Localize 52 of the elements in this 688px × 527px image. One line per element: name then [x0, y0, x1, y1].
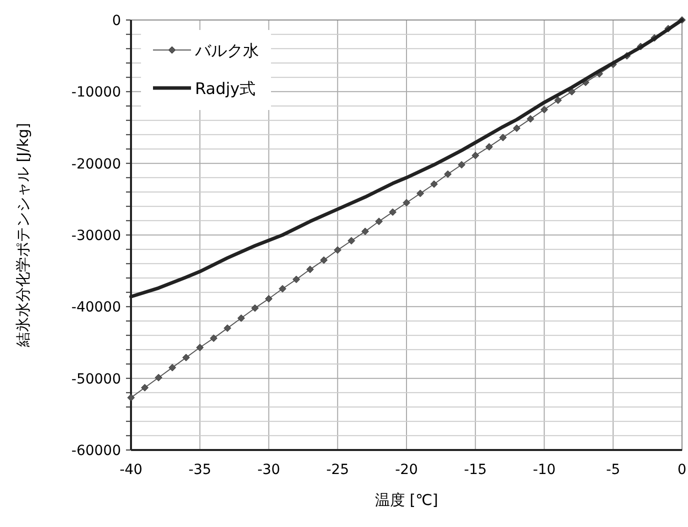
x-tick-label: -40 — [120, 462, 142, 478]
x-tick-label: -15 — [464, 462, 487, 478]
point — [265, 295, 272, 303]
point — [375, 218, 383, 226]
point — [485, 143, 493, 151]
y-tick-label: 0 — [112, 13, 121, 29]
point — [320, 256, 328, 264]
point — [361, 228, 369, 236]
y-tick-label: -30000 — [71, 228, 121, 244]
x-tick-label: -35 — [188, 462, 212, 478]
point — [141, 384, 149, 392]
x-tick-label: -25 — [326, 462, 350, 478]
point — [334, 246, 342, 254]
legend-label: Radjy式 — [195, 79, 256, 98]
legend-label: バルク水 — [194, 41, 259, 60]
y-tick-label: -50000 — [71, 371, 121, 388]
point — [499, 134, 507, 142]
point — [540, 106, 548, 114]
point — [472, 152, 480, 160]
point — [416, 190, 424, 198]
point — [388, 208, 396, 216]
point — [210, 334, 218, 342]
point — [182, 354, 190, 362]
point — [444, 170, 452, 178]
y-tick-label: -10000 — [71, 84, 121, 101]
point — [526, 115, 534, 123]
point — [127, 394, 135, 402]
y-tick-label: -40000 — [71, 300, 121, 316]
y-tick-label: -60000 — [71, 443, 121, 459]
point — [458, 161, 466, 169]
point — [196, 344, 204, 352]
y-tick-label: -20000 — [71, 156, 121, 172]
x-tick-label: -5 — [606, 462, 620, 478]
x-tick-label: 0 — [678, 462, 686, 478]
x-axis-title: 温度 [℃] — [374, 491, 438, 509]
y-axis-title: 結氷水分化学ポテンシャル [J/kg] — [14, 122, 32, 348]
point — [512, 124, 520, 132]
x-tick-label: -20 — [395, 462, 418, 478]
point — [292, 276, 300, 284]
point — [430, 180, 438, 188]
point — [554, 96, 562, 104]
point — [278, 285, 286, 292]
x-tick-label: -10 — [532, 462, 556, 478]
point — [251, 304, 259, 312]
point — [154, 374, 162, 382]
point — [168, 364, 176, 372]
point — [402, 199, 410, 206]
point — [306, 266, 314, 274]
point — [237, 314, 245, 322]
point — [348, 236, 356, 244]
point — [224, 324, 232, 332]
x-tick-label: -30 — [257, 462, 280, 478]
